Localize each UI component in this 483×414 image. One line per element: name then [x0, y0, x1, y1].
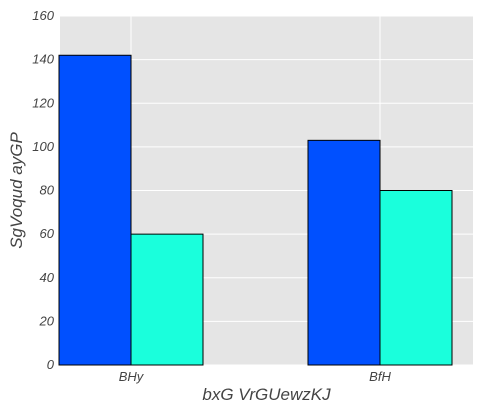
y-axis-label: SgVoqud ayGP: [7, 132, 26, 249]
bar-BHy-series-2: [130, 233, 204, 366]
x-tick-label: BfH: [369, 369, 391, 384]
y-tick-label: 160: [32, 8, 54, 23]
bar-series: [58, 54, 453, 366]
x-tick-label: BHy: [119, 369, 145, 384]
bar-BHy-series-1: [58, 54, 132, 366]
y-tick-labels: 0 20 40 60 80 100 120 140 160: [32, 8, 54, 372]
y-tick-label: 120: [32, 95, 54, 110]
y-tick-label: 0: [47, 357, 55, 372]
y-tick-label: 100: [32, 139, 54, 154]
y-tick-label: 20: [39, 313, 55, 328]
bar-BfH-series-2: [379, 190, 453, 366]
y-tick-label: 80: [40, 183, 55, 198]
x-tick-labels: BHy BfH: [119, 369, 392, 384]
x-axis-label: bxG VrGUewzKJ: [202, 385, 331, 404]
y-tick-label: 40: [40, 270, 55, 285]
y-tick-label: 140: [32, 52, 54, 67]
y-tick-label: 60: [40, 226, 55, 241]
bar-BfH-series-1: [307, 139, 381, 366]
